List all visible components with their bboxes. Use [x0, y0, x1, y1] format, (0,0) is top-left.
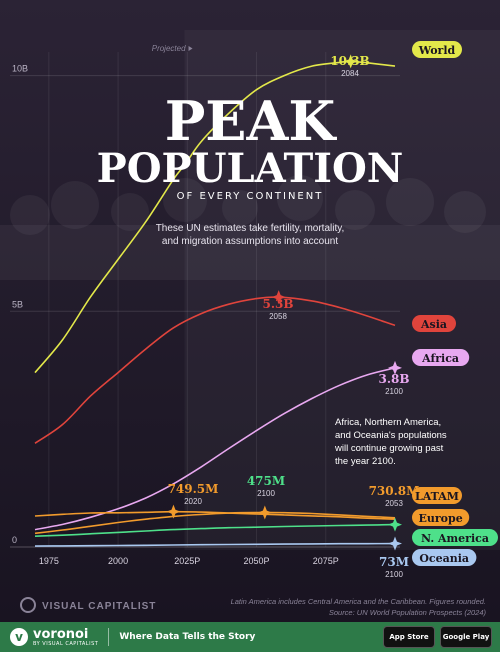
title-line-2: POPULATION [97, 145, 404, 192]
series-lines [34, 60, 396, 547]
x-tick-label: 2075P [313, 556, 339, 566]
note-line-1: Africa, Northern America, [335, 417, 441, 428]
voronoi-brand[interactable]: v voronoi BY VISUAL CAPITALIST [10, 628, 98, 647]
series-asia-line [34, 296, 396, 444]
footer-bar: v voronoi BY VISUAL CAPITALIST Where Dat… [0, 622, 500, 652]
footer-tagline: Where Data Tells the Story [119, 632, 256, 642]
series-oceania-peak-value: 73M [379, 555, 409, 569]
voronoi-name: voronoi [33, 626, 89, 642]
series-europe-tag-label: Europe [418, 512, 462, 525]
series-oceania-peak-marker [388, 536, 402, 551]
series-world-tag-label: World [418, 44, 456, 57]
title-line-3: OF EVERY CONTINENT [177, 191, 324, 202]
series-n-america-peak-marker [388, 517, 402, 532]
footnote: Latin America includes Central America a… [231, 597, 486, 606]
visual-capitalist-logo-icon [20, 597, 36, 613]
series-labels: 10.3B2084World5.3B2058Asia3.8B2100Africa… [166, 41, 498, 579]
y-tick-label: 0 [12, 535, 17, 545]
x-tick-label: 1975 [39, 556, 59, 566]
x-tick-label: 2000 [108, 556, 128, 566]
series-europe-peak-year: 2020 [184, 497, 202, 506]
series-n-america-peak-year: 2100 [257, 489, 275, 498]
voronoi-logo-icon: v [10, 628, 28, 646]
series-africa-peak-value: 3.8B [378, 372, 409, 386]
projected-label: Projected [152, 44, 186, 53]
series-latam-peak-marker [257, 505, 272, 520]
title-line-1: PEAK [165, 89, 338, 153]
series-oceania-tag-pill [412, 549, 477, 566]
app-store-badge[interactable]: App Store [383, 626, 435, 648]
series-asia-peak-marker [271, 290, 286, 305]
series-n-america-tag-pill [412, 529, 498, 546]
series-world-peak-value: 10.3B [330, 54, 369, 68]
series-oceania-peak-year: 2100 [385, 570, 403, 579]
projected-band [184, 30, 500, 550]
series-asia-tag-pill [412, 315, 456, 332]
series-latam-tag-label: LATAM [415, 490, 459, 503]
vc-brand: VISUAL CAPITALIST [42, 601, 156, 612]
series-africa-peak-year: 2100 [385, 387, 403, 396]
series-latam-tag-pill [412, 487, 462, 504]
projected-arrow-icon [188, 46, 193, 51]
series-asia-tag-label: Asia [420, 318, 447, 331]
series-n-america-tag-label: N. America [421, 532, 489, 545]
x-tick-label: 2025P [174, 556, 200, 566]
series-world-peak-marker [343, 54, 358, 69]
y-tick-label: 10B [12, 64, 28, 74]
series-n-america-line [34, 523, 396, 537]
series-africa-peak-marker [388, 360, 402, 375]
source: Source: UN World Population Prospects (2… [329, 608, 487, 617]
note-line-4: the year 2100. [335, 456, 396, 467]
google-play-badge[interactable]: Google Play [440, 626, 492, 648]
series-asia-peak-year: 2058 [269, 312, 287, 321]
series-asia-peak-value: 5.3B [262, 297, 293, 311]
series-africa-tag-label: Africa [421, 352, 459, 365]
footer-divider [108, 628, 110, 646]
series-europe-line [34, 510, 396, 520]
subtitle-line-2: and migration assumptions into account [162, 236, 338, 247]
series-africa-line [34, 367, 396, 531]
axes: 0 5B 10B 1975 2000 2025P 2050P 2075P [12, 64, 339, 566]
y-tick-label: 5B [12, 299, 23, 309]
series-europe-peak-marker [166, 504, 181, 519]
x-tick-label: 2050P [244, 556, 270, 566]
note-line-2: and Oceania's populations [335, 430, 447, 441]
gridlines [10, 52, 400, 548]
series-africa-tag-pill [412, 349, 470, 366]
series-world-tag-pill [412, 41, 462, 58]
crowd-silhouette [0, 175, 500, 280]
note-line-3: will continue growing past [334, 443, 444, 454]
series-oceania-tag-label: Oceania [419, 552, 469, 565]
series-world-peak-year: 2084 [341, 69, 359, 78]
series-latam-peak-value: 730.8M [369, 484, 420, 498]
series-latam-peak-year: 2053 [385, 499, 403, 508]
subtitle-line-1: These UN estimates take fertility, morta… [156, 223, 345, 234]
voronoi-sub: BY VISUAL CAPITALIST [33, 640, 99, 647]
series-europe-peak-value: 749.5M [168, 482, 219, 496]
series-oceania-line [34, 542, 396, 547]
series-n-america-peak-value: 475M [247, 474, 285, 488]
series-europe-tag-pill [412, 509, 470, 526]
